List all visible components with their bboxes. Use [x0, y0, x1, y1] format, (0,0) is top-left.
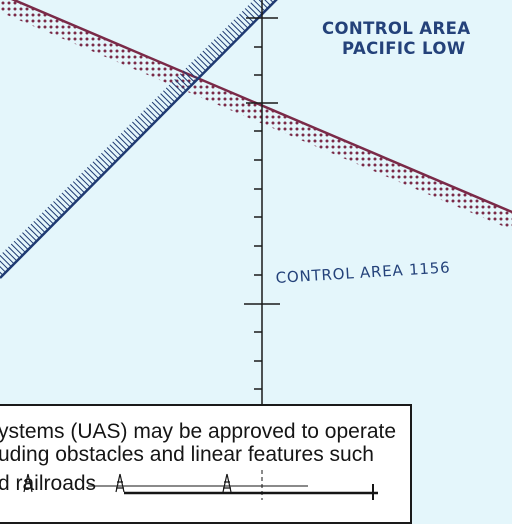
uas-notice-box: ystems (UAS) may be approved to operate …: [0, 404, 412, 524]
control-area-pacific-low-line1: CONTROL AREA: [322, 19, 471, 38]
power-tower-icon: [23, 473, 33, 493]
power-tower-icon: [222, 473, 232, 493]
notice-line-1: ystems (UAS) may be approved to operate: [0, 420, 397, 443]
notice-line-2: uding obstacles and linear features such: [0, 443, 374, 466]
map-canvas: CONTROL AREA PACIFIC LOW CONTROL AREA 11…: [0, 0, 512, 512]
airway-boundary: [0, 0, 278, 279]
control-area-pacific-low-line2: PACIFIC LOW: [342, 39, 465, 58]
power-tower-icon: [115, 473, 125, 493]
control-area-1156-label: CONTROL AREA 1156: [275, 258, 451, 287]
linear-features-legend: d railroads: [0, 470, 414, 500]
legend-symbols: [23, 470, 378, 500]
